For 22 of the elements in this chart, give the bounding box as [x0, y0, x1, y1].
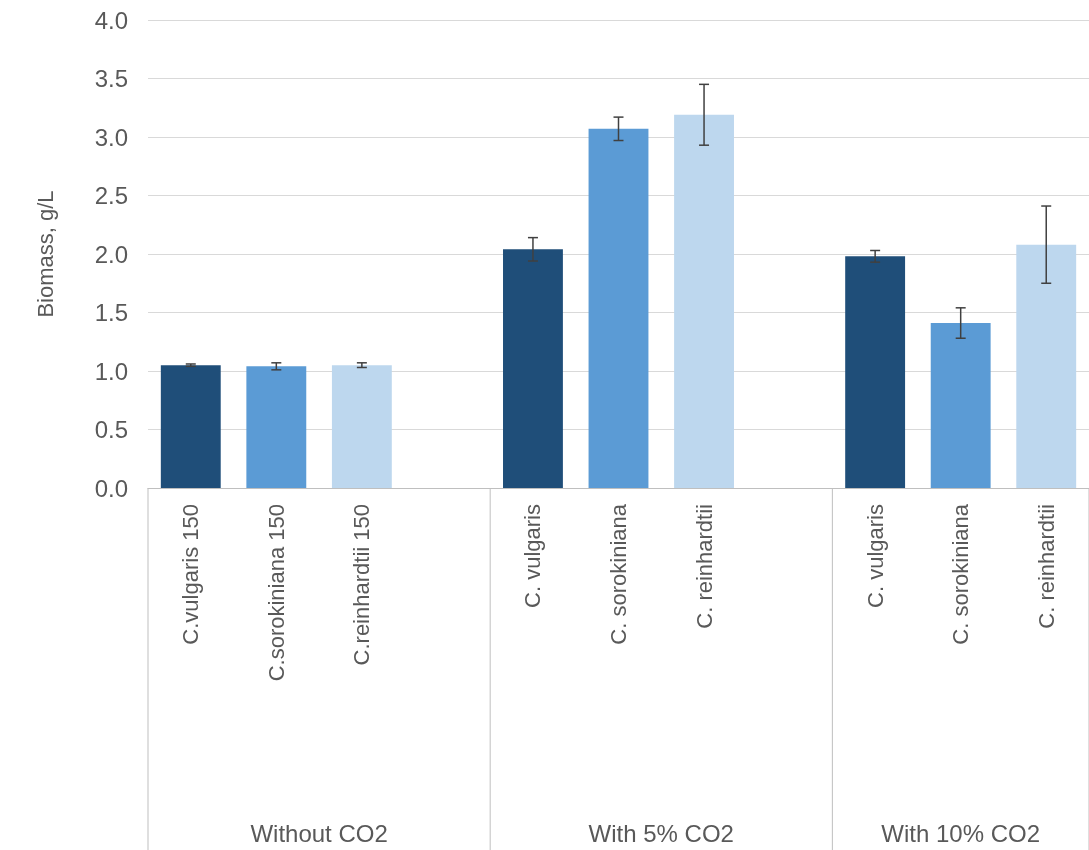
x-tick-label: C.vulgaris 150	[178, 504, 204, 645]
text: With 10% CO2	[881, 819, 1041, 847]
y-tick-label: 0.5	[94, 416, 128, 443]
x-tick-label: C. reinhardtii	[691, 504, 717, 629]
text: Without CO2	[250, 819, 388, 847]
y-axis-title: Biomass, g/L	[32, 190, 58, 318]
x-tick-label: C. reinhardtii	[1033, 504, 1059, 629]
x-tick-label: C. vulgaris	[520, 504, 546, 608]
x-tick-label: C.sorokiniana 150	[263, 504, 289, 682]
y-tick-label: 3.5	[94, 65, 128, 92]
y-tick-label: 3.0	[94, 123, 128, 151]
y-tick-label: 2.5	[94, 182, 128, 209]
y-tick-label: 1.5	[94, 299, 128, 326]
x-tick-label: C. sorokiniana	[948, 503, 974, 645]
text: With 5% CO2	[588, 819, 734, 847]
y-tick-label: 2.0	[94, 240, 128, 268]
x-tick-label: C. vulgaris	[862, 504, 888, 608]
x-tick-label: C.reinhardtii 150	[349, 504, 375, 666]
y-tick-label: 0.0	[94, 474, 128, 502]
x-tick-label: C. sorokiniana	[606, 503, 631, 645]
y-tick-label: 4.0	[94, 6, 128, 34]
y-tick-label: 1.0	[94, 357, 128, 385]
